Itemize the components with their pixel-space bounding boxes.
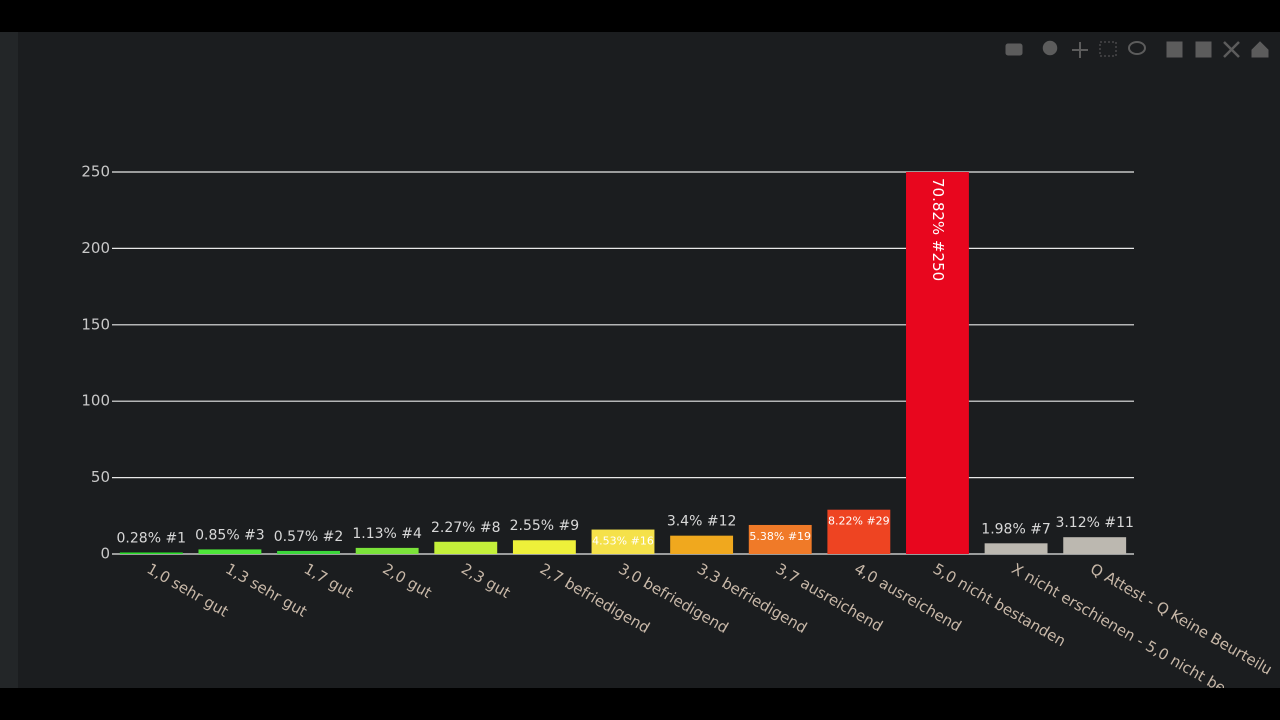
home-icon[interactable]: [1251, 41, 1269, 58]
value-label: 3.4% #12: [667, 514, 737, 530]
bar: [434, 541, 498, 554]
bar: [277, 550, 340, 554]
plot-panel: [18, 32, 1280, 688]
y-tick-label: 150: [81, 315, 110, 333]
value-label: 5.38% #19: [749, 530, 811, 543]
bar: [355, 547, 419, 554]
bar: [670, 535, 734, 554]
bar: [198, 549, 262, 554]
camera-icon[interactable]: [1005, 43, 1023, 56]
bar: [591, 529, 655, 554]
bar: [119, 552, 183, 554]
value-label: 0.28% #1: [117, 530, 187, 546]
zoom-out-icon[interactable]: [1195, 41, 1212, 58]
value-label: 0.85% #3: [195, 527, 265, 543]
y-tick-label: 50: [91, 468, 110, 486]
value-label: 0.57% #2: [274, 529, 344, 545]
bar: [906, 172, 969, 554]
value-label: 1.98% #7: [981, 521, 1051, 537]
value-label: 2.27% #8: [431, 520, 501, 536]
modebar: [1005, 40, 1269, 58]
y-tick-label: 250: [81, 163, 110, 181]
autoscale-icon[interactable]: [1223, 41, 1240, 58]
bar: [748, 524, 812, 554]
side-strip: [0, 32, 18, 688]
bar: [1063, 537, 1127, 554]
y-tick-label: 100: [81, 392, 110, 410]
value-label: 1.13% #4: [352, 526, 422, 542]
value-label: 3.12% #11: [1055, 515, 1133, 531]
y-tick-label: 200: [81, 239, 110, 257]
y-tick-label: 0: [100, 545, 110, 563]
bar: [827, 509, 891, 554]
bar: [984, 543, 1048, 554]
zoom-icon[interactable]: [1042, 40, 1058, 56]
pan-icon[interactable]: [1072, 42, 1088, 58]
value-label: 8.22% #29: [828, 515, 890, 528]
select-icon[interactable]: [1099, 41, 1117, 57]
value-label: 4.53% #16: [592, 535, 654, 548]
bar: [512, 540, 576, 554]
value-label: 2.55% #9: [510, 518, 580, 534]
zoom-in-icon[interactable]: [1166, 41, 1183, 58]
lasso-icon[interactable]: [1128, 41, 1146, 55]
value-label: 70.82% #250: [929, 178, 947, 281]
bottom-frame: [0, 688, 1280, 720]
